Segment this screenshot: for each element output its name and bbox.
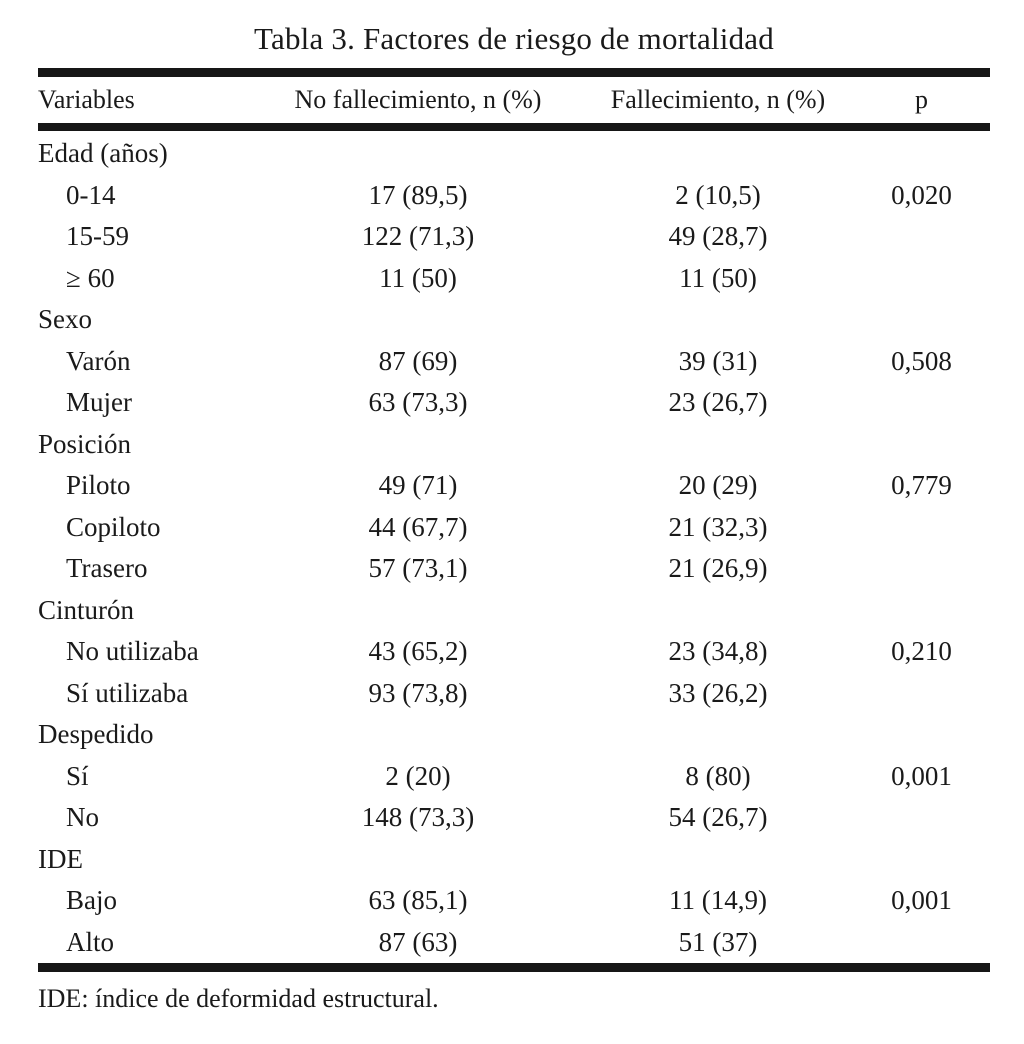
table-row: Sí utilizaba 93 (73,8) 33 (26,2)	[38, 673, 990, 715]
bottom-rule	[38, 963, 990, 972]
cell-p-value: 0,001	[891, 760, 952, 791]
header-rule	[38, 123, 990, 131]
section-label: Despedido	[38, 719, 154, 750]
cell-p-value: 0,779	[891, 470, 952, 501]
table-row: Bajo 63 (85,1) 11 (14,9) 0,001	[38, 880, 990, 922]
table-row: Piloto 49 (71) 20 (29) 0,779	[38, 465, 990, 507]
cell-fallecimiento: 51 (37)	[678, 926, 758, 957]
column-header-no-fallecimiento: No fallecimiento, n (%)	[294, 85, 542, 114]
cell-p-value: 0,001	[891, 885, 952, 916]
section-label: Edad (años)	[38, 138, 168, 169]
cell-fallecimiento: 33 (26,2)	[668, 677, 768, 708]
section-row-ide: IDE	[38, 839, 990, 881]
cell-p-value: 0,020	[891, 179, 952, 210]
table-row: Varón 87 (69) 39 (31) 0,508	[38, 341, 990, 383]
cell-no-fallecimiento: 57 (73,1)	[368, 553, 468, 584]
table-row: Mujer 63 (73,3) 23 (26,7)	[38, 382, 990, 424]
column-header-fallecimiento: Fallecimiento, n (%)	[610, 85, 826, 114]
cell-fallecimiento: 39 (31)	[678, 345, 758, 376]
row-label: Alto	[66, 926, 115, 957]
cell-no-fallecimiento: 93 (73,8)	[368, 677, 468, 708]
cell-no-fallecimiento: 63 (85,1)	[368, 885, 468, 916]
cell-p-value: 0,210	[891, 636, 952, 667]
table-footnote: IDE: índice de deformidad estructural.	[38, 984, 439, 1013]
cell-no-fallecimiento: 43 (65,2)	[368, 636, 468, 667]
column-header-p: p	[915, 85, 928, 114]
section-row-edad: Edad (años)	[38, 133, 990, 175]
cell-fallecimiento: 8 (80)	[685, 760, 751, 791]
row-label: ≥ 60	[66, 262, 115, 293]
cell-no-fallecimiento: 49 (71)	[378, 470, 458, 501]
cell-fallecimiento: 23 (34,8)	[668, 636, 768, 667]
row-label: Varón	[66, 345, 131, 376]
cell-fallecimiento: 54 (26,7)	[668, 802, 768, 833]
row-label: Mujer	[66, 387, 132, 418]
table-container: Tabla 3. Factores de riesgo de mortalida…	[38, 0, 990, 1014]
row-label: No utilizaba	[66, 636, 199, 667]
cell-fallecimiento: 23 (26,7)	[668, 387, 768, 418]
cell-fallecimiento: 11 (50)	[679, 262, 757, 293]
row-label: 0-14	[66, 179, 116, 210]
cell-fallecimiento: 2 (10,5)	[675, 179, 761, 210]
section-row-cinturon: Cinturón	[38, 590, 990, 632]
cell-fallecimiento: 20 (29)	[678, 470, 758, 501]
table-row: Alto 87 (63) 51 (37)	[38, 922, 990, 964]
cell-no-fallecimiento: 63 (73,3)	[368, 387, 468, 418]
section-label: Cinturón	[38, 594, 135, 625]
table-row: No utilizaba 43 (65,2) 23 (34,8) 0,210	[38, 631, 990, 673]
cell-fallecimiento: 21 (26,9)	[668, 553, 768, 584]
table-title: Tabla 3. Factores de riesgo de mortalida…	[254, 21, 774, 56]
row-label: Copiloto	[66, 511, 161, 542]
cell-no-fallecimiento: 148 (73,3)	[361, 802, 475, 833]
section-row-sexo: Sexo	[38, 299, 990, 341]
section-label: IDE	[38, 843, 83, 874]
table-row: No 148 (73,3) 54 (26,7)	[38, 797, 990, 839]
cell-no-fallecimiento: 87 (69)	[378, 345, 458, 376]
table-header-row: Variables No fallecimiento, n (%) Fallec…	[38, 77, 990, 123]
row-label: Sí utilizaba	[66, 677, 189, 708]
table-row: ≥ 60 11 (50) 11 (50)	[38, 258, 990, 300]
table-row: Copiloto 44 (67,7) 21 (32,3)	[38, 507, 990, 549]
cell-no-fallecimiento: 11 (50)	[379, 262, 457, 293]
cell-no-fallecimiento: 87 (63)	[378, 926, 458, 957]
cell-fallecimiento: 49 (28,7)	[668, 221, 768, 252]
cell-fallecimiento: 11 (14,9)	[669, 885, 767, 916]
section-row-posicion: Posición	[38, 424, 990, 466]
top-rule	[38, 68, 990, 77]
section-row-despedido: Despedido	[38, 714, 990, 756]
cell-no-fallecimiento: 44 (67,7)	[368, 511, 468, 542]
row-label: Trasero	[66, 553, 148, 584]
row-label: Piloto	[66, 470, 131, 501]
section-label: Posición	[38, 428, 132, 459]
table-row: Trasero 57 (73,1) 21 (26,9)	[38, 548, 990, 590]
table-row: 0-14 17 (89,5) 2 (10,5) 0,020	[38, 175, 990, 217]
row-label: Bajo	[66, 885, 117, 916]
section-label: Sexo	[38, 304, 92, 335]
cell-fallecimiento: 21 (32,3)	[668, 511, 768, 542]
column-header-variables: Variables	[38, 85, 135, 114]
row-label: Sí	[66, 760, 89, 791]
cell-no-fallecimiento: 122 (71,3)	[361, 221, 475, 252]
cell-no-fallecimiento: 17 (89,5)	[368, 179, 468, 210]
table-row: Sí 2 (20) 8 (80) 0,001	[38, 756, 990, 798]
row-label: No	[66, 802, 99, 833]
table-body: Edad (años) 0-14 17 (89,5) 2 (10,5) 0,02…	[38, 133, 990, 963]
cell-p-value: 0,508	[891, 345, 952, 376]
cell-no-fallecimiento: 2 (20)	[385, 760, 451, 791]
row-label: 15-59	[66, 221, 129, 252]
table-row: 15-59 122 (71,3) 49 (28,7)	[38, 216, 990, 258]
